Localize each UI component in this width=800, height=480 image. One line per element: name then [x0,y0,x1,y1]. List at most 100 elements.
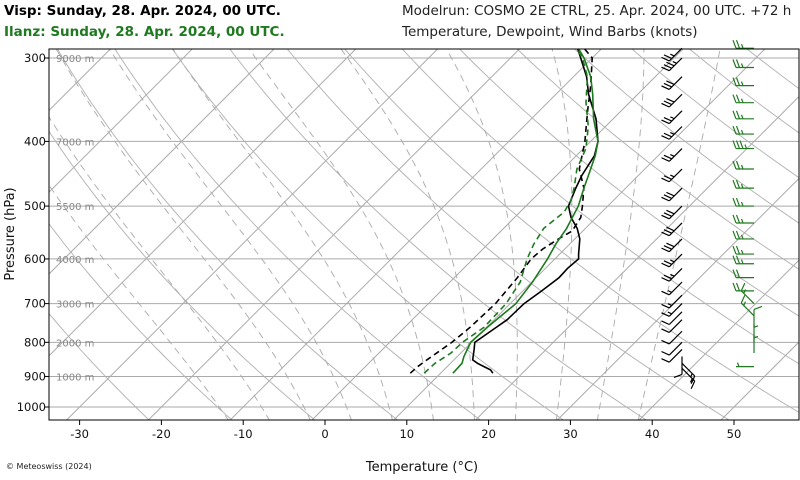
wind-barb-flag [661,56,670,62]
wind-barb [661,148,683,162]
x-tick-label: 40 [645,427,660,441]
wind-barb-staff [668,319,683,333]
wind-barb-flag [663,229,672,234]
wind-barb-flag [661,328,670,333]
wind-barb-flag [735,230,741,240]
wind-barb [661,126,683,140]
dry-adiabat [763,17,800,422]
wind-barb-flag [735,255,741,264]
wind-barb-flag [753,335,759,339]
wind-barb-staff [668,311,683,325]
moist-adiabat [551,49,573,420]
x-tick-label: 30 [563,427,578,441]
wind-barb-flag [670,116,675,120]
y-axis-title: Pressure (hPa) [3,187,18,280]
wind-barb-flag [689,378,693,383]
series-layer [409,49,599,374]
dry-adiabat [49,130,316,420]
wind-barb-flag [740,63,744,68]
dry-adiabat [631,49,799,179]
wind-barb [732,59,754,69]
wind-barb [661,168,683,183]
wind-barb [732,94,754,104]
wind-barb [732,230,754,240]
altitude-label: 4000 m [56,255,94,266]
wind-barb-flag [670,273,675,277]
wind-barb-flag [663,245,672,250]
wind-barb [732,39,754,49]
wind-barb [732,214,754,224]
wind-barb-flag [740,295,746,304]
moist-adiabat [49,116,270,420]
wind-barb-flag [661,312,670,317]
isotherm-line [393,49,766,420]
wind-barb [681,367,696,390]
wind-barb-staff [740,290,755,305]
grid-layer [49,17,800,422]
wind-barb-flag [663,154,672,160]
y-tick-label: 300 [24,51,46,65]
wind-barb-flag [667,290,672,293]
wind-barb-flag [663,82,672,88]
isotherm-line [474,95,799,420]
isotherm-line [229,49,602,420]
wind-barb-flag [732,230,737,240]
wind-barb-flag [740,129,744,135]
wind-barb-staff [740,302,755,317]
wind-barb-flag [663,274,672,280]
wind-barb-flag [666,226,675,232]
wind-barb-flag [732,269,737,278]
moist-adiabat [109,49,352,420]
dry-adiabat [286,49,730,420]
altitude-label: 2000 m [56,338,94,349]
wind-barb-flag [670,154,675,157]
x-tick-label: -30 [70,427,89,441]
dry-adiabat [344,49,799,413]
isotherm-line [49,49,112,112]
moist-adiabat [637,49,721,420]
wind-barb-flag [740,114,744,120]
wind-barb [732,160,754,170]
wind-barb-staff [668,349,683,363]
moist-adiabat [248,49,434,420]
dry-adiabat [56,49,399,420]
wind-barb [661,319,683,333]
series-visp-dewpoint [409,49,594,374]
wind-barb-flag [661,290,670,296]
moist-adiabat [596,49,645,420]
wind-barb-flag [735,282,741,292]
altitude-label: 7000 m [56,137,94,148]
altitude-label: 5500 m [56,202,94,213]
x-tick-label: 50 [727,427,742,441]
wind-barb-flag [740,234,744,240]
wind-barb-flag [672,60,677,64]
wind-barb [661,268,683,282]
series-ilanz-dewpoint [423,49,590,374]
wind-barb-flag [735,160,741,170]
wind-barb-flag [732,255,737,264]
wind-barb-flag [670,259,675,263]
series-visp-temperature [471,49,599,374]
wind-barb [661,222,683,237]
chart-subtitle: Temperature, Dewpoint, Wind Barbs (knots… [402,24,698,40]
wind-barb-flag [690,380,696,390]
wind-barb-flag [661,196,670,202]
wind-barb-flag [661,358,670,363]
plot-frame [48,48,800,421]
wind-barb-flag [732,110,737,120]
wind-barb [740,295,755,317]
dry-adiabat [688,49,799,134]
isotherm-line [311,49,684,420]
wind-barb-flag [663,194,672,199]
wind-barb [661,47,683,62]
wind-barb [661,253,683,268]
title-ilanz: Ilanz: Sunday, 28. Apr. 2024, 00 UTC. [4,24,285,40]
wind-barb-flag [670,53,675,57]
wind-barb-flag [663,117,672,122]
y-tick-label: 800 [24,335,46,349]
wind-barb-flag [663,260,672,265]
wind-barb [732,140,754,150]
wind-barb-flag [666,61,675,67]
wind-barb-flag [732,125,737,135]
